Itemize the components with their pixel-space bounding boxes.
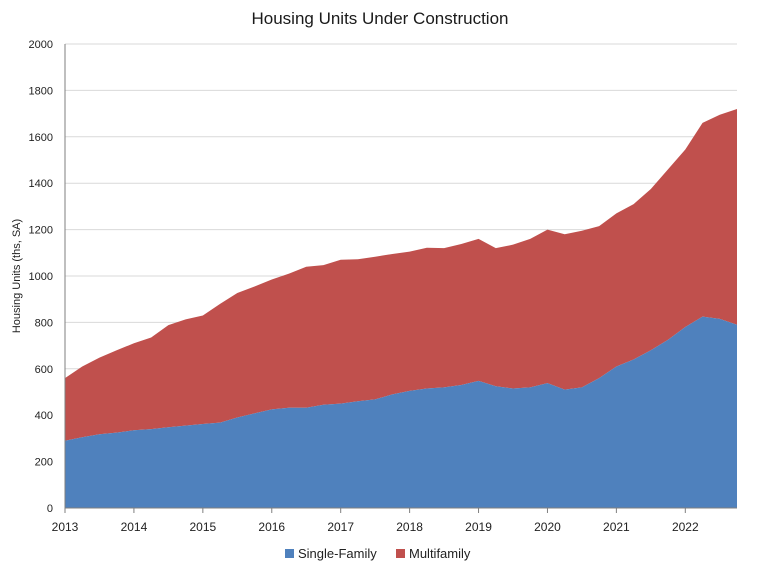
x-tick-label: 2013	[52, 520, 79, 534]
x-tick-label: 2018	[396, 520, 423, 534]
y-tick-label: 1600	[29, 132, 53, 144]
legend-swatch-single-family	[285, 549, 294, 558]
x-tick-label: 2019	[465, 520, 492, 534]
x-tick-label: 2016	[258, 520, 285, 534]
y-tick-label: 1000	[29, 271, 53, 283]
y-axis-ticks: 0 200 400 600 800 1000 1200 1400 1600 1800 2000	[29, 39, 53, 515]
x-tick-label: 2021	[603, 520, 630, 534]
y-tick-label: 600	[35, 364, 53, 376]
x-tick-label: 2022	[672, 520, 699, 534]
legend-swatch-multifamily	[396, 549, 405, 558]
x-axis-ticks: 2013 2014 2015 2016 2017 2018 2019 2020 2021 2022	[52, 508, 699, 534]
legend-label-multifamily: Multifamily	[409, 546, 471, 561]
y-tick-label: 800	[35, 317, 53, 329]
x-tick-label: 2015	[189, 520, 216, 534]
y-axis-label: Housing Units (ths, SA)	[11, 219, 23, 333]
x-tick-label: 2014	[121, 520, 148, 534]
y-tick-label: 1200	[29, 225, 53, 237]
y-tick-label: 1400	[29, 178, 53, 190]
y-tick-label: 400	[35, 410, 53, 422]
area-multifamily	[65, 108, 737, 441]
chart-title: Housing Units Under Construction	[251, 9, 508, 28]
area-single-family	[65, 316, 737, 508]
stacked-areas	[65, 108, 737, 508]
legend: Single-Family Multifamily	[285, 546, 471, 561]
legend-label-single-family: Single-Family	[298, 546, 377, 561]
x-tick-label: 2017	[327, 520, 354, 534]
y-tick-label: 2000	[29, 39, 53, 51]
x-tick-label: 2020	[534, 520, 561, 534]
y-tick-label: 200	[35, 457, 53, 469]
y-tick-label: 1800	[29, 85, 53, 97]
y-tick-label: 0	[47, 503, 53, 515]
axes	[64, 44, 737, 509]
